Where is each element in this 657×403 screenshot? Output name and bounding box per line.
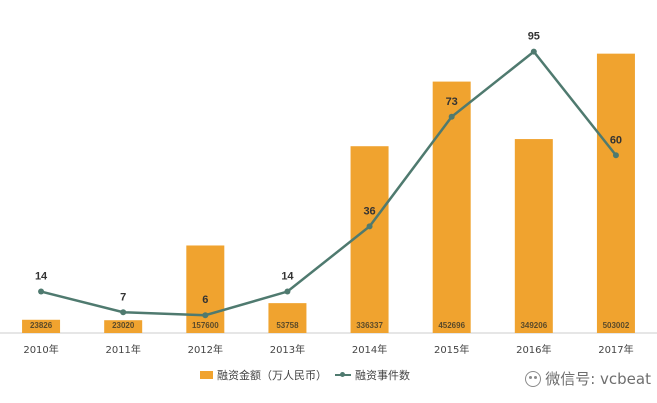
bar-value-label: 503002	[603, 321, 630, 330]
legend-label-line: 融资事件数	[355, 369, 410, 382]
line-point	[530, 48, 537, 55]
x-tick-label: 2010年	[23, 343, 58, 356]
line-point	[366, 223, 373, 230]
bar-2011年	[104, 320, 143, 333]
x-axis-tick-labels: 2010年 2011年 2012年 2013年 2014年 2015年 2016年 2017年	[23, 343, 633, 356]
legend: 融资金额（万人民币） 融资事件数	[200, 367, 410, 383]
legend-item-bar: 融资金额（万人民币）	[200, 367, 327, 383]
bar-value-label: 452696	[438, 321, 465, 330]
legend-label-bar: 融资金额（万人民币）	[217, 369, 327, 382]
bar-value-label: 157600	[192, 321, 219, 330]
line-path	[40, 49, 617, 317]
line-point	[612, 152, 619, 159]
x-tick-label: 2013年	[270, 343, 305, 356]
line-point	[202, 312, 209, 319]
x-tick-label: 2011年	[105, 343, 140, 356]
line-value-label: 60	[610, 134, 622, 146]
line-value-label: 36	[363, 205, 375, 217]
line-value-label: 14	[35, 271, 48, 283]
legend-swatch-line	[335, 371, 351, 379]
line-point	[120, 309, 127, 316]
bar-2015年	[432, 81, 471, 333]
line-series	[38, 48, 619, 319]
line-point	[284, 288, 291, 295]
line-value-label: 6	[202, 294, 208, 306]
watermark-text: 微信号: vcbeat	[545, 370, 651, 388]
x-tick-label: 2017年	[598, 343, 633, 356]
bar-value-label: 23826	[30, 321, 53, 330]
bar-value-label: 53758	[276, 321, 299, 330]
bar-2017年	[596, 53, 635, 334]
bar-2016年	[514, 139, 553, 333]
x-tick-label: 2012年	[188, 343, 223, 356]
x-tick-label: 2014年	[352, 343, 387, 356]
line-value-label: 73	[446, 96, 458, 108]
line-value-label: 95	[528, 31, 540, 43]
x-tick-label: 2015年	[434, 343, 469, 356]
line-value-label: 7	[120, 291, 126, 303]
x-tick-label: 2016年	[516, 343, 551, 356]
line-point	[38, 288, 45, 295]
bar-2014年	[350, 146, 389, 333]
bar-data-labels: 23826 23020 157600 53758 336337 452696 349206 5…	[30, 321, 630, 330]
line-point	[448, 113, 455, 120]
wechat-icon	[525, 370, 542, 387]
watermark: 微信号: vcbeat	[525, 368, 651, 389]
bar-value-label: 336337	[356, 321, 383, 330]
legend-swatch-bar	[200, 371, 213, 379]
line-data-labels: 14 7 6 14 36 73 95 60	[35, 31, 622, 307]
legend-item-line: 融资事件数	[335, 367, 410, 383]
bar-2013年	[268, 303, 307, 333]
bar-value-label: 349206	[520, 321, 547, 330]
bar-2010年	[22, 319, 61, 333]
bar-2012年	[186, 245, 225, 333]
bar-value-label: 23020	[112, 321, 135, 330]
line-value-label: 14	[281, 271, 294, 283]
bar-series	[22, 53, 635, 334]
